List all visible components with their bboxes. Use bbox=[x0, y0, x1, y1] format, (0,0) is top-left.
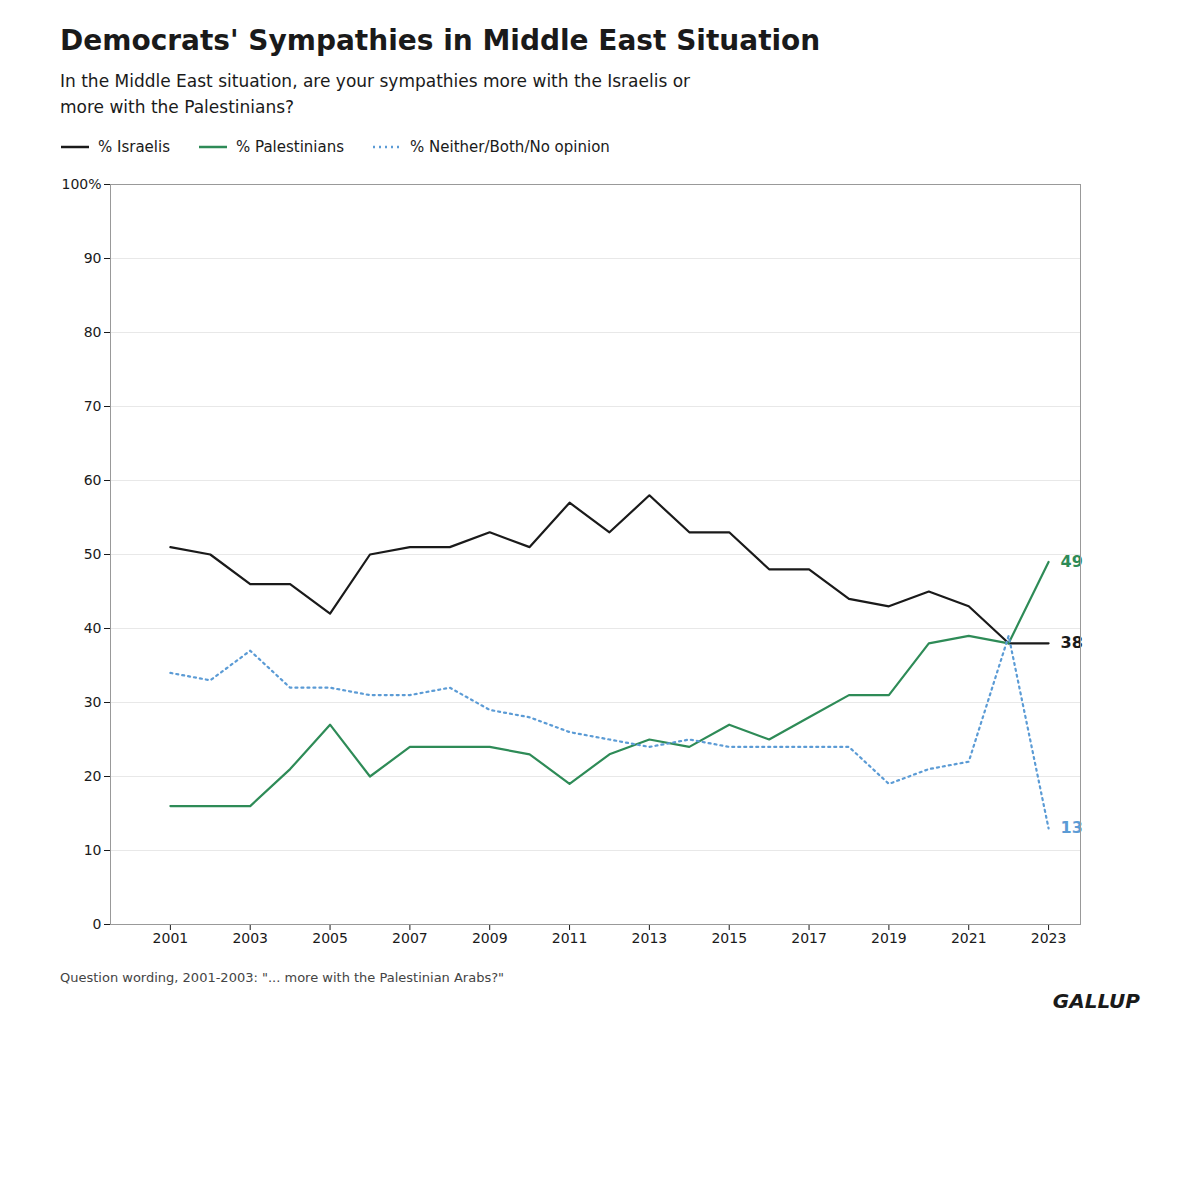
svg-text:2001: 2001 bbox=[153, 930, 189, 946]
svg-text:2021: 2021 bbox=[951, 930, 987, 946]
svg-text:2017: 2017 bbox=[791, 930, 827, 946]
html-text:In the Middle East situation,: In the Middle East situation, are your s… bbox=[60, 71, 691, 117]
html-text:% Israelis: % Israelis bbox=[98, 138, 170, 156]
svg-text:90: 90 bbox=[84, 250, 102, 266]
svg-text:10: 10 bbox=[84, 842, 102, 858]
svg-text:38: 38 bbox=[1061, 633, 1083, 652]
html-text:GALLUP: GALLUP bbox=[1052, 989, 1140, 1013]
html-text:% Palestinians: % Palestinians bbox=[236, 138, 344, 156]
html-text:Question wording, 2001-2003: ": Question wording, 2001-2003: "... more w… bbox=[60, 970, 505, 985]
svg-text:2015: 2015 bbox=[711, 930, 747, 946]
svg-text:2019: 2019 bbox=[871, 930, 907, 946]
svg-text:2005: 2005 bbox=[312, 930, 348, 946]
svg-text:2009: 2009 bbox=[472, 930, 508, 946]
svg-text:50: 50 bbox=[84, 546, 102, 562]
svg-text:2007: 2007 bbox=[392, 930, 428, 946]
svg-text:2003: 2003 bbox=[232, 930, 268, 946]
svg-text:80: 80 bbox=[84, 324, 102, 340]
svg-text:70: 70 bbox=[84, 398, 102, 414]
svg-text:2013: 2013 bbox=[632, 930, 668, 946]
svg-text:13: 13 bbox=[1061, 818, 1083, 837]
html-text:% Neither/Both/No opinion: % Neither/Both/No opinion bbox=[410, 138, 610, 156]
svg-text:2011: 2011 bbox=[552, 930, 588, 946]
html-text:Democrats' Sympathies in Middl: Democrats' Sympathies in Middle East Sit… bbox=[60, 24, 821, 57]
svg-text:30: 30 bbox=[84, 694, 102, 710]
svg-text:60: 60 bbox=[84, 472, 102, 488]
svg-text:100%: 100% bbox=[61, 176, 101, 192]
svg-text:20: 20 bbox=[84, 768, 102, 784]
svg-text:40: 40 bbox=[84, 620, 102, 636]
svg-text:2023: 2023 bbox=[1031, 930, 1067, 946]
svg-text:49: 49 bbox=[1061, 552, 1083, 571]
svg-text:0: 0 bbox=[93, 916, 102, 932]
